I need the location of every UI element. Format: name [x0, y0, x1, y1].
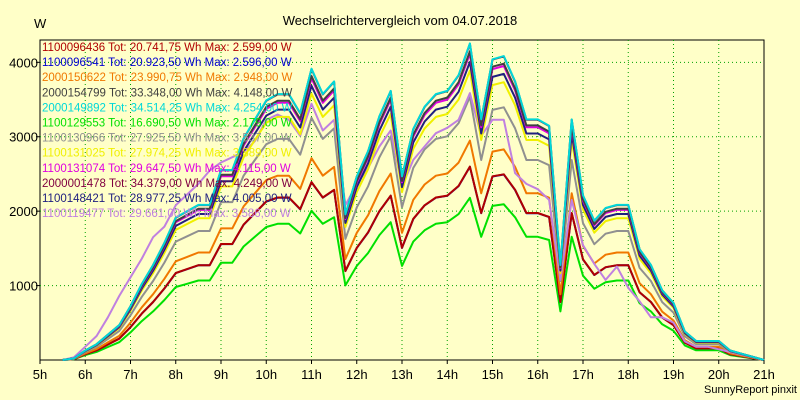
x-tick-label: 21h: [753, 367, 775, 382]
series-line-1100148421: [62, 61, 765, 361]
x-tick-label: 11h: [301, 367, 322, 382]
legend-entry-2000149892: 2000149892 Tot: 34.514,25 Wh Max: 4.254,…: [42, 102, 293, 114]
x-tick-label: 19h: [663, 367, 685, 382]
legend-entry-2000154799: 2000154799 Tot: 33.348,00 Wh Max: 4.148,…: [42, 87, 293, 99]
legend-entry-1100096436: 1100096436 Tot: 20.741,75 Wh Max: 2.599,…: [42, 42, 292, 54]
legend-entry-1100148421: 1100148421 Tot: 28.977,25 Wh Max: 4.005,…: [42, 193, 292, 205]
series-line-1100096436: [62, 165, 765, 361]
legend-entry-1100131074: 1100131074 Tot: 29.647,50 Wh Max: 4.115,…: [42, 163, 291, 175]
series-line-2000154799: [62, 50, 765, 361]
x-tick-label: 7h: [123, 367, 137, 382]
series-line-1100129553: [62, 196, 765, 361]
legend-entry-1100130966: 1100130966 Tot: 27.925,50 Wh Max: 3.537,…: [42, 133, 292, 145]
series-lines: [62, 42, 765, 361]
legend-entry-1100129553: 1100129553 Tot: 16.690,50 Wh Max: 2.179,…: [42, 118, 292, 130]
x-tick-label: 6h: [78, 367, 92, 382]
x-tick-label: 20h: [708, 367, 730, 382]
legend: 1100096436 Tot: 20.741,75 Wh Max: 2.599,…: [42, 42, 293, 220]
series-line-1100130966: [62, 95, 765, 361]
x-tick-label: 16h: [527, 367, 549, 382]
legend-entry-2000150622: 2000150622 Tot: 23.990,75 Wh Max: 2.948,…: [42, 72, 293, 84]
x-tick-label: 13h: [391, 367, 413, 382]
series-line-1100131025: [62, 69, 765, 361]
x-tick-label: 15h: [482, 367, 504, 382]
y-tick-label: 1000: [9, 279, 38, 294]
x-tick-label: 12h: [346, 367, 368, 382]
x-tick-label: 9h: [214, 367, 228, 382]
legend-entry-1100131025: 1100131025 Tot: 27.974,25 Wh Max: 3.889,…: [42, 148, 292, 160]
series-line-2000149892: [62, 42, 765, 361]
x-tick-label: 18h: [617, 367, 639, 382]
y-axis-unit-label: W: [34, 16, 47, 31]
x-tick-label: 14h: [436, 367, 458, 382]
x-tick-label: 8h: [169, 367, 183, 382]
footer-credit: SunnyReport pinxit: [704, 384, 797, 396]
legend-entry-2000001478: 2000001478 Tot: 34.379,00 Wh Max: 4.249,…: [42, 178, 293, 190]
gridlines: [40, 40, 764, 360]
x-tick-label: 17h: [572, 367, 594, 382]
y-tick-label: 3000: [9, 130, 38, 145]
series-line-1100119477: [62, 92, 765, 361]
y-tick-label: 2000: [9, 204, 38, 219]
chart-title: Wechselrichtervergleich vom 04.07.2018: [283, 13, 518, 28]
legend-entry-1100119477: 1100119477 Tot: 29.661,00 Wh Max: 3.586,…: [42, 208, 291, 220]
x-axis-ticks: 5h 6h 7h 8h 9h 10h 11h 12h 13h 14h 15h 16h 17h 18h 19h…: [33, 360, 775, 382]
x-tick-label: 5h: [33, 367, 47, 382]
y-tick-label: 4000: [9, 55, 38, 70]
series-line-2000150622: [62, 139, 765, 361]
legend-entry-1100096541: 1100096541 Tot: 20.923,50 Wh Max: 2.596,…: [42, 57, 292, 69]
x-tick-label: 10h: [255, 367, 277, 382]
y-axis-ticks: 1000 2000 3000 4000: [9, 55, 40, 294]
